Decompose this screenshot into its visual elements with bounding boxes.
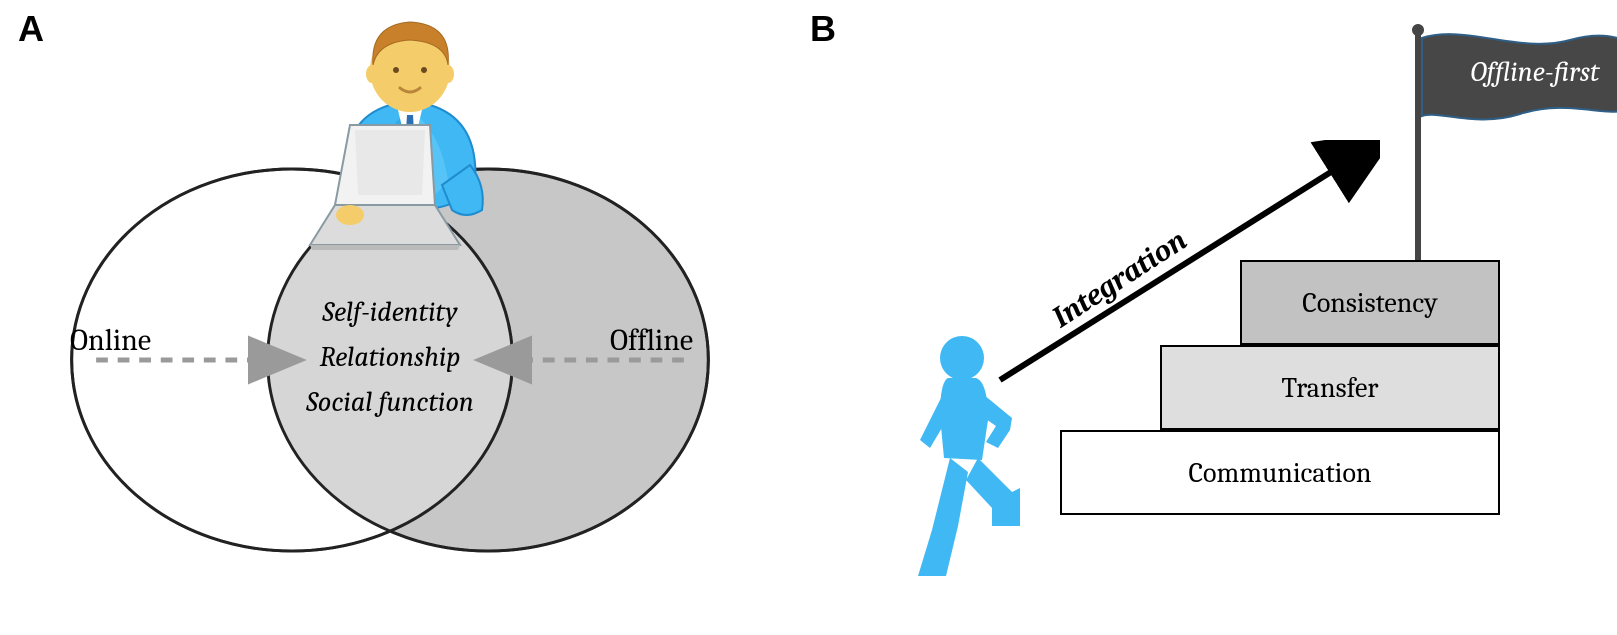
panel-b-label: B [810, 8, 836, 50]
stair-label: Communication [1188, 457, 1371, 489]
panel-a: A Online Offline [0, 0, 780, 635]
flag-label: Offline-first [1440, 56, 1617, 88]
flag: Offline-first [1410, 20, 1617, 270]
venn-center-item: Self-identity [260, 290, 520, 335]
stair-communication: Communication [1060, 430, 1500, 515]
walking-figure-icon [870, 330, 1040, 590]
venn-left-label: Online [70, 323, 151, 358]
venn-center-item: Social function [260, 380, 520, 425]
venn-center-list: Self-identity Relationship Social functi… [260, 290, 520, 424]
panel-a-label: A [18, 8, 44, 50]
venn-center-item: Relationship [260, 335, 520, 380]
businessman-laptop-icon [280, 10, 540, 250]
venn-right-label: Offline [610, 323, 693, 358]
panel-b: B Offline-first Consistency Transfer Com… [800, 0, 1617, 635]
integration-arrow: Integration [980, 140, 1380, 400]
